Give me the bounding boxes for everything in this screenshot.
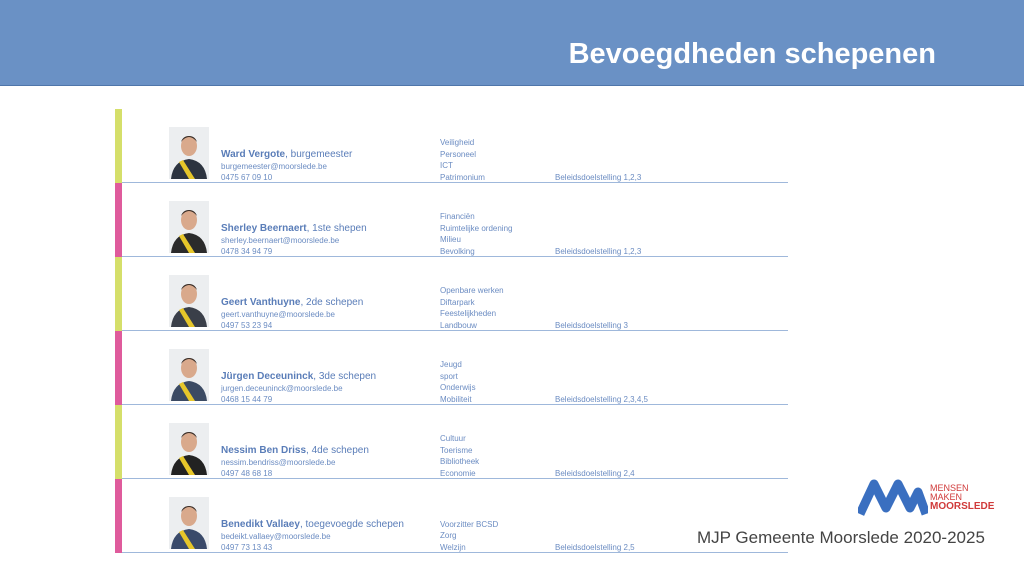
person-role: , 3de schepen bbox=[313, 371, 377, 382]
person-role: , 4de schepen bbox=[306, 445, 369, 456]
person-role: , toegevoegde schepen bbox=[299, 519, 404, 530]
duty: Veiligheid bbox=[440, 137, 475, 147]
color-bar bbox=[115, 405, 122, 479]
duty: Voorzitter BCSD bbox=[440, 519, 499, 529]
duty: Financiën bbox=[440, 211, 475, 221]
color-bar bbox=[115, 479, 122, 553]
row-rule bbox=[122, 552, 788, 553]
duty: Patrimonium bbox=[440, 173, 485, 182]
email: nessim.bendriss@moorslede.be bbox=[221, 458, 336, 467]
email: geert.vanthuyne@moorslede.be bbox=[221, 310, 335, 319]
duty: Bibliotheek bbox=[440, 457, 480, 467]
duty: Personeel bbox=[440, 149, 477, 159]
duty: Ruimtelijke ordening bbox=[440, 223, 513, 233]
person-name: Nessim Ben Driss bbox=[221, 445, 307, 456]
duty: Bevolking bbox=[440, 247, 475, 256]
email: jurgen.deceuninck@moorslede.be bbox=[221, 384, 343, 393]
name-line: Geert Vanthuyne, 2de schepen bbox=[221, 297, 363, 308]
name-line: Jürgen Deceuninck, 3de schepen bbox=[221, 371, 376, 382]
duty: sport bbox=[440, 371, 458, 381]
goal: Beleidsdoelstelling 2,4 bbox=[555, 469, 635, 478]
phone: 0478 34 94 79 bbox=[221, 247, 273, 256]
person-role: , 1ste shepen bbox=[306, 223, 367, 234]
logo-mark bbox=[858, 479, 928, 516]
duty: Cultuur bbox=[440, 433, 466, 443]
person-row: Jürgen Deceuninck, 3de schepen jurgen.dec… bbox=[115, 331, 788, 405]
person-row: Nessim Ben Driss, 4de schepen nessim.bend… bbox=[115, 405, 788, 479]
goal: Beleidsdoelstelling 1,2,3 bbox=[555, 247, 642, 256]
email: sherley.beernaert@moorslede.be bbox=[221, 236, 340, 245]
row-rule bbox=[122, 330, 788, 331]
person-name: Sherley Beernaert bbox=[221, 223, 307, 234]
duty: Welzijn bbox=[440, 543, 466, 552]
person-row: Benedikt Vallaey, toegevoegde schepen bed… bbox=[115, 479, 788, 553]
duty: Zorg bbox=[440, 531, 457, 541]
color-bar bbox=[115, 331, 122, 405]
duty: Diftarpark bbox=[440, 297, 475, 307]
row-rule bbox=[122, 404, 788, 405]
name-line: Nessim Ben Driss, 4de schepen bbox=[221, 445, 369, 456]
email: bedeikt.vallaey@moorslede.be bbox=[221, 532, 331, 541]
person-role: , 2de schepen bbox=[300, 297, 364, 308]
logo-line: MOORSLEDE bbox=[930, 501, 995, 512]
name-line: Ward Vergote, burgemeester bbox=[221, 149, 352, 160]
row-rule bbox=[122, 478, 788, 479]
duty: Feestelijkheden bbox=[440, 309, 497, 319]
email: burgemeester@moorslede.be bbox=[221, 162, 327, 171]
header-band: Bevoegdheden schepenen bbox=[0, 0, 1024, 86]
person-role: , burgemeester bbox=[285, 149, 353, 160]
person-name: Benedikt Vallaey bbox=[221, 519, 300, 530]
portrait bbox=[169, 201, 209, 253]
portrait bbox=[169, 349, 209, 401]
phone: 0497 53 23 94 bbox=[221, 321, 273, 330]
portrait bbox=[169, 497, 209, 549]
phone: 0497 73 13 43 bbox=[221, 543, 273, 552]
portrait bbox=[169, 127, 209, 179]
duty: Onderwijs bbox=[440, 383, 476, 393]
duty: Mobiliteit bbox=[440, 395, 472, 404]
logo-line: MAKEN bbox=[930, 492, 963, 502]
color-bar bbox=[115, 183, 122, 257]
goal: Beleidsdoelstelling 2,5 bbox=[555, 543, 635, 552]
person-row: Ward Vergote, burgemeester burgemeester@m… bbox=[115, 109, 788, 183]
person-row: Sherley Beernaert, 1ste shepen sherley.be… bbox=[115, 183, 788, 257]
person-name: Jürgen Deceuninck bbox=[221, 371, 314, 382]
logo-line: MENSEN bbox=[930, 483, 969, 493]
goal: Beleidsdoelstelling 2,3,4,5 bbox=[555, 395, 648, 404]
footer-text: MJP Gemeente Moorslede 2020-2025 bbox=[697, 528, 985, 547]
row-rule bbox=[122, 182, 788, 183]
portrait bbox=[169, 423, 209, 475]
color-bar bbox=[115, 109, 122, 183]
goal: Beleidsdoelstelling 1,2,3 bbox=[555, 173, 642, 182]
duty: ICT bbox=[440, 161, 453, 171]
portrait bbox=[169, 275, 209, 327]
goal: Beleidsdoelstelling 3 bbox=[555, 321, 628, 330]
phone: 0497 48 68 18 bbox=[221, 469, 273, 478]
duty: Toerisme bbox=[440, 445, 473, 455]
duty: Milieu bbox=[440, 235, 461, 245]
person-name: Geert Vanthuyne bbox=[221, 297, 301, 308]
phone: 0468 15 44 79 bbox=[221, 395, 273, 404]
name-line: Benedikt Vallaey, toegevoegde schepen bbox=[221, 519, 404, 530]
duty: Economie bbox=[440, 469, 476, 478]
phone: 0475 67 09 10 bbox=[221, 173, 273, 182]
duty: Jeugd bbox=[440, 359, 462, 369]
name-line: Sherley Beernaert, 1ste shepen bbox=[221, 223, 367, 234]
person-name: Ward Vergote bbox=[221, 149, 286, 160]
slide-title: Bevoegdheden schepenen bbox=[568, 38, 936, 70]
row-rule bbox=[122, 256, 788, 257]
duty: Openbare werken bbox=[440, 285, 504, 295]
duty: Landbouw bbox=[440, 321, 477, 330]
person-row: Geert Vanthuyne, 2de schepen geert.vanthu… bbox=[115, 257, 788, 331]
color-bar bbox=[115, 257, 122, 331]
